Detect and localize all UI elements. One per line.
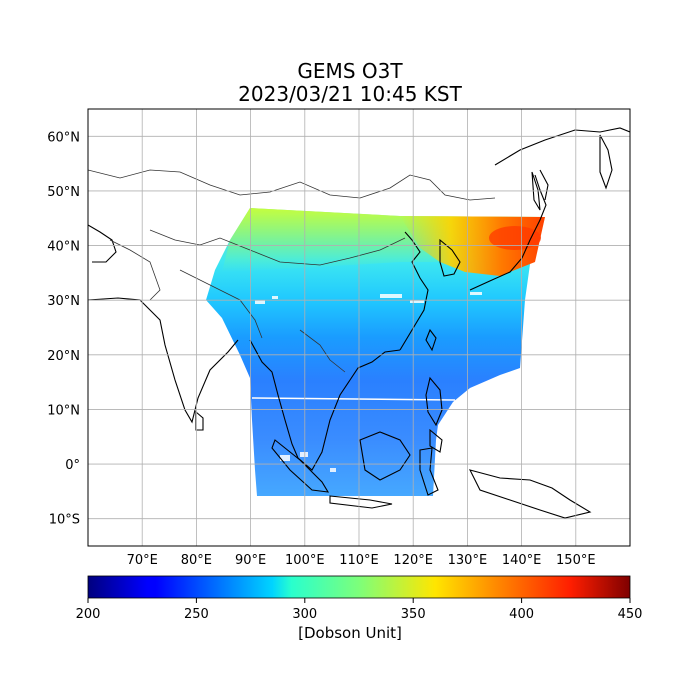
colorbar-tick-labels: 200 250 300 350 400 450 — [76, 598, 643, 622]
caspian-west-coast — [88, 224, 117, 263]
latitude-tick-label: 20°N — [47, 349, 80, 364]
philippines — [425, 376, 443, 453]
taiwan — [425, 328, 437, 352]
longitude-tick-label: 150°E — [556, 553, 596, 568]
longitude-tick-label: 100°E — [285, 553, 325, 568]
longitude-tick-label: 130°E — [448, 553, 488, 568]
latitude-tick-label: 40°N — [47, 240, 80, 255]
ozone-swath-area — [206, 208, 545, 496]
colorbar — [87, 575, 631, 599]
border-5 — [299, 329, 346, 373]
colorbar-tick-label: 250 — [184, 607, 209, 622]
russia-coast — [494, 127, 630, 201]
ozone-peak — [489, 226, 541, 250]
longitude-tick-label: 110°E — [339, 553, 379, 568]
gridlines — [88, 109, 630, 546]
ozone-swath — [206, 208, 545, 496]
japan — [469, 174, 547, 291]
longitude-tick-label: 120°E — [393, 553, 433, 568]
borneo — [359, 431, 411, 481]
sri-lanka — [195, 410, 204, 431]
border-2 — [149, 229, 406, 266]
colorbar-tick-label: 300 — [292, 607, 317, 622]
latitude-tick-label: 30°N — [47, 294, 80, 309]
map-title: GEMS O3T — [297, 59, 403, 83]
map-frame — [87, 108, 631, 547]
china-east-coast — [399, 231, 429, 351]
border-1 — [88, 169, 496, 201]
longitude-tick-labels: 70°E 80°E 90°E 100°E 110°E 120°E 130°E 140°E 150… — [127, 553, 596, 568]
latitude-tick-label: 10°S — [49, 513, 80, 528]
latitude-tick-label: 10°N — [47, 403, 80, 418]
korea — [439, 238, 461, 277]
longitude-tick-label: 90°E — [235, 553, 266, 568]
latitude-tick-labels: 60°N 50°N 40°N 30°N 20°N 10°N 0° 10°S — [47, 130, 80, 527]
indochina-coast — [249, 339, 401, 471]
border-4 — [109, 239, 161, 301]
longitude-tick-label: 140°E — [502, 553, 542, 568]
india-coast — [88, 297, 239, 424]
new-guinea — [468, 469, 592, 519]
kamchatka — [599, 134, 613, 190]
coastlines — [88, 127, 630, 519]
colorbar-tick-label: 350 — [401, 607, 426, 622]
longitude-tick-label: 80°E — [181, 553, 212, 568]
latitude-tick-label: 50°N — [47, 185, 80, 200]
colorbar-tick-label: 200 — [76, 607, 101, 622]
colorbar-tick-label: 400 — [509, 607, 534, 622]
sulawesi — [419, 447, 439, 496]
missing-data-patches — [255, 292, 482, 472]
colorbar-label: [Dobson Unit] — [298, 624, 402, 642]
cloud-gap — [251, 397, 456, 401]
map-subtitle-timestamp: 2023/03/21 10:45 KST — [238, 82, 462, 106]
colorbar-tick-label: 450 — [618, 607, 643, 622]
latitude-tick-label: 60°N — [47, 130, 80, 145]
java — [329, 495, 393, 509]
latitude-tick-label: 0° — [65, 458, 80, 473]
longitude-tick-label: 70°E — [127, 553, 158, 568]
